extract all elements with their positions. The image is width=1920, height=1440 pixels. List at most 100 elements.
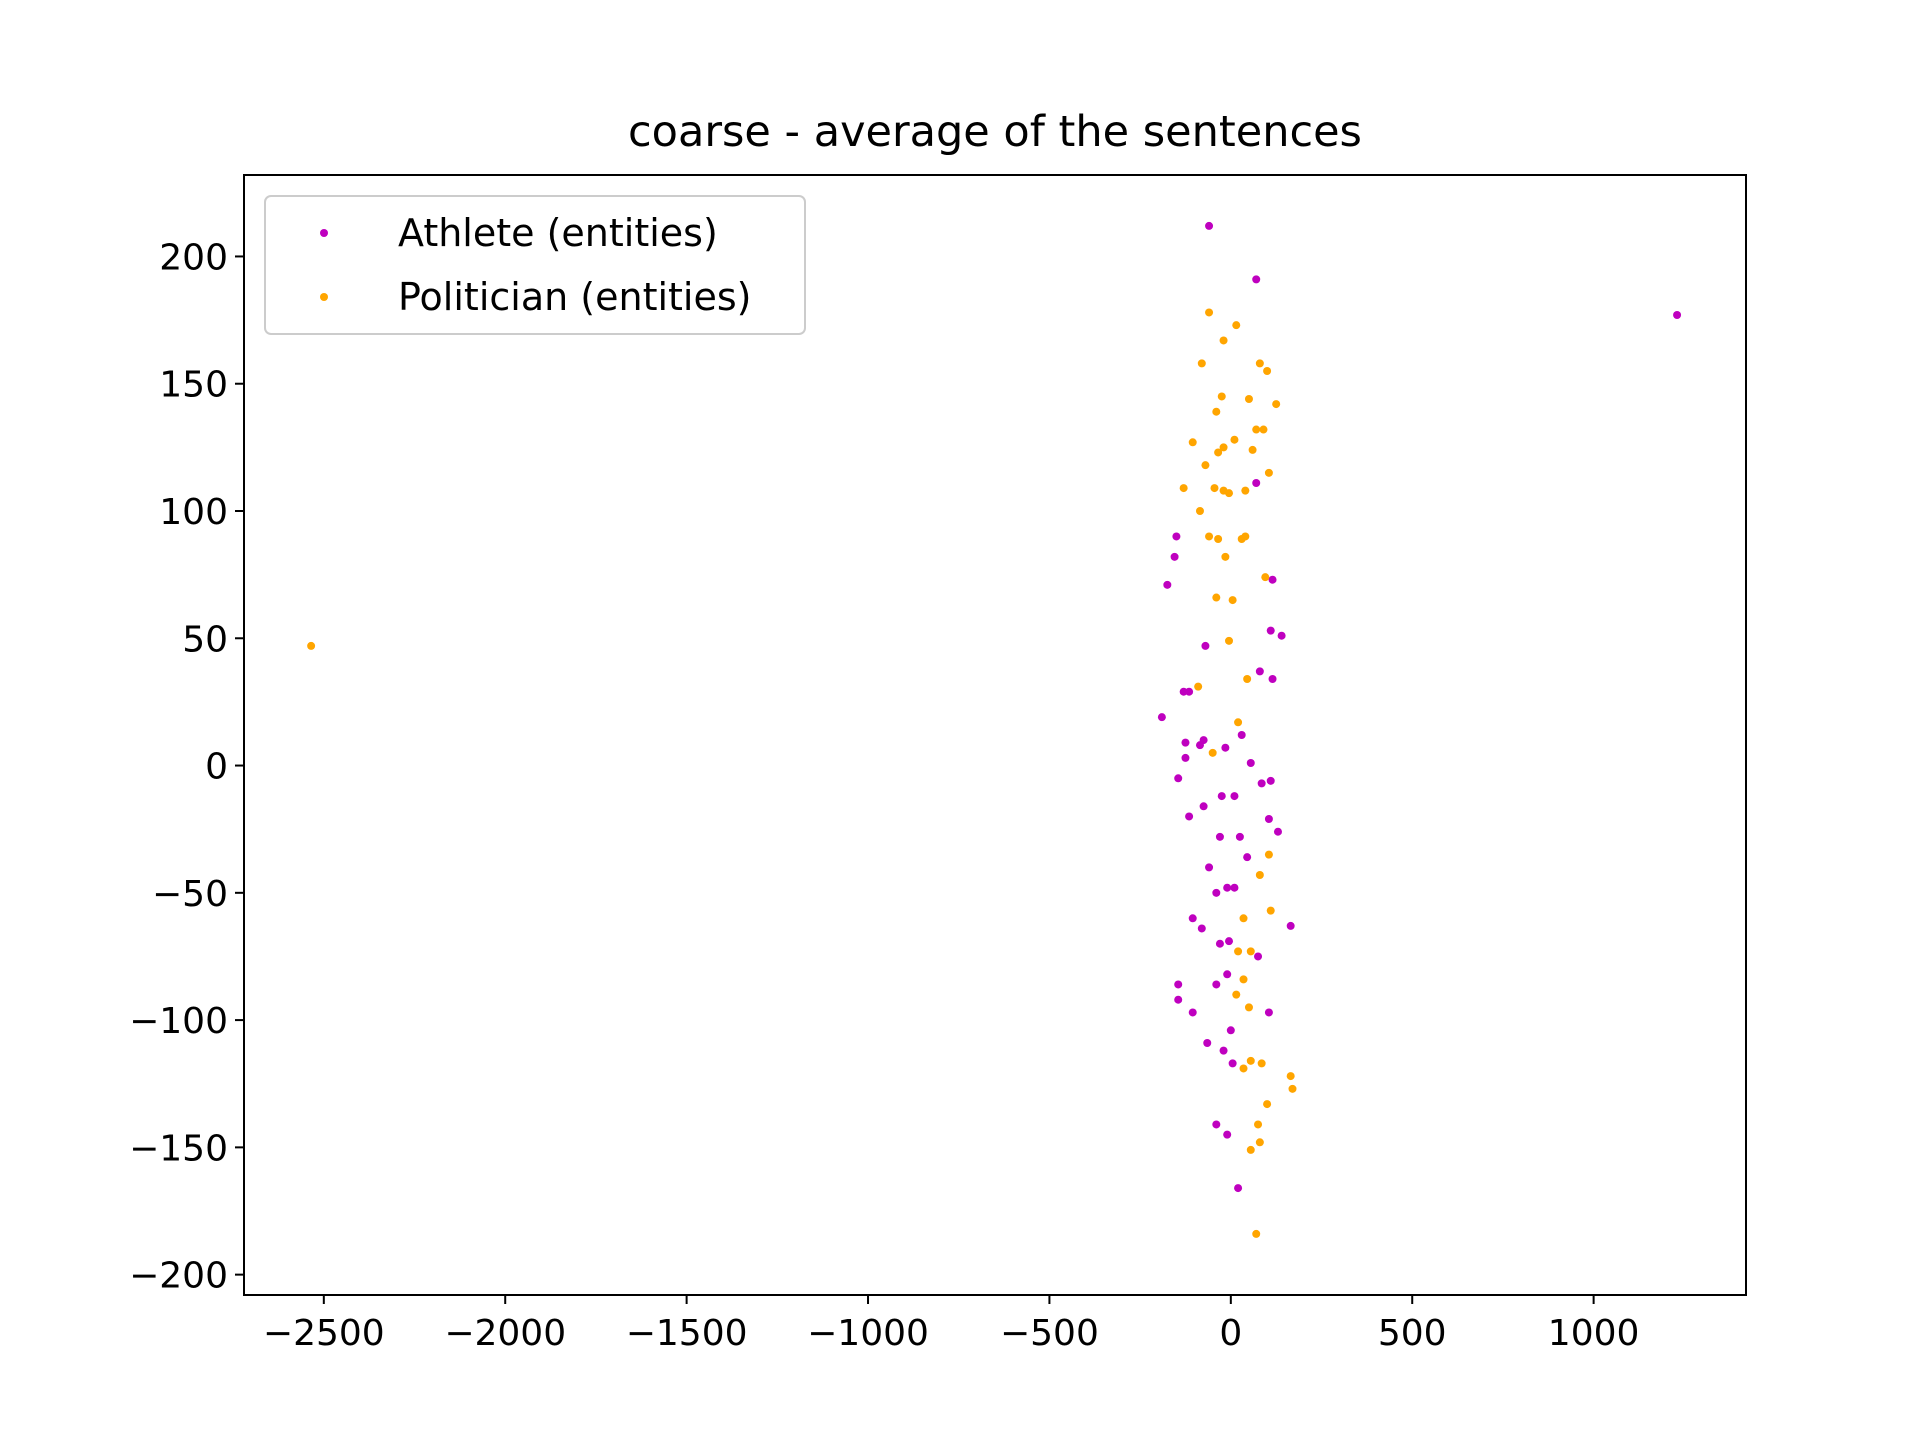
legend-athlete-label: Athlete (entities) bbox=[398, 211, 718, 255]
athlete-point bbox=[1254, 952, 1263, 961]
politician-point bbox=[1225, 636, 1234, 645]
athlete-point bbox=[1230, 792, 1239, 801]
y-tick-label: 100 bbox=[159, 492, 228, 533]
politician-point bbox=[1255, 359, 1264, 368]
athlete-point bbox=[1185, 687, 1194, 696]
politician-point bbox=[1263, 1100, 1272, 1109]
athlete-point bbox=[1252, 479, 1261, 487]
politician-point bbox=[1212, 593, 1221, 602]
athlete-point bbox=[1226, 1026, 1235, 1035]
politician-point bbox=[1246, 1056, 1255, 1065]
politician-point bbox=[1239, 975, 1248, 984]
politician-point bbox=[1241, 486, 1250, 495]
x-tick-label: 500 bbox=[1378, 1313, 1447, 1354]
politician-point bbox=[1264, 468, 1273, 477]
athlete-point bbox=[1195, 741, 1204, 750]
athlete-point bbox=[1223, 970, 1232, 979]
y-tick-label: 50 bbox=[182, 619, 228, 660]
athlete-point bbox=[1257, 779, 1266, 788]
politician-point bbox=[1217, 392, 1226, 401]
athlete-point bbox=[1246, 759, 1255, 767]
athlete-point bbox=[1268, 675, 1277, 683]
politician-point bbox=[1208, 748, 1217, 757]
athlete-point bbox=[1228, 1059, 1237, 1068]
athlete-point bbox=[1197, 924, 1206, 933]
athlete-point bbox=[1212, 888, 1221, 897]
athlete-point bbox=[1673, 311, 1682, 319]
athlete-point bbox=[1181, 738, 1190, 747]
politician-point bbox=[1234, 718, 1243, 727]
politician-point bbox=[1259, 425, 1268, 434]
politician-point bbox=[1244, 1003, 1253, 1012]
athlete-point bbox=[1237, 731, 1246, 739]
politician-point bbox=[1244, 395, 1253, 403]
politician-point bbox=[1225, 489, 1234, 498]
politician-point bbox=[1239, 1064, 1248, 1073]
politician-point bbox=[1205, 308, 1214, 317]
y-tick-label: −150 bbox=[129, 1128, 228, 1169]
athlete-point bbox=[1181, 753, 1190, 762]
athlete-point bbox=[1188, 914, 1197, 923]
politician-point bbox=[1261, 573, 1270, 582]
athlete-point bbox=[1268, 575, 1277, 584]
y-axis: −200 −150 −100 −50 0 50 100 150 200 bbox=[129, 237, 244, 1297]
politician-point bbox=[1228, 596, 1237, 605]
y-tick-label: −200 bbox=[129, 1256, 228, 1297]
data-points bbox=[307, 221, 1682, 1238]
politician-point bbox=[1234, 947, 1243, 956]
politician-point bbox=[1239, 914, 1248, 923]
politician-point bbox=[1214, 535, 1223, 543]
athlete-point bbox=[1230, 883, 1239, 892]
x-tick-label: −1500 bbox=[626, 1313, 748, 1354]
politician-point bbox=[1205, 532, 1214, 541]
x-tick-label: −1000 bbox=[807, 1313, 929, 1354]
y-tick-label: 150 bbox=[159, 365, 228, 406]
x-axis: −2500 −2000 −1500 −1000 −500 0 500 1000 bbox=[263, 1295, 1640, 1354]
politician-point bbox=[1195, 507, 1204, 515]
athlete-point bbox=[1252, 275, 1261, 284]
politician-point bbox=[1232, 990, 1241, 999]
politician-point bbox=[1263, 367, 1272, 375]
athlete-point bbox=[1157, 713, 1166, 722]
politician-point bbox=[1252, 1229, 1261, 1238]
athlete-point bbox=[1188, 1008, 1197, 1017]
athlete-point bbox=[1205, 221, 1214, 230]
athlete-point bbox=[1185, 812, 1194, 821]
politician-point bbox=[1179, 484, 1188, 493]
athlete-point bbox=[1264, 1008, 1273, 1017]
politician-point bbox=[1286, 1072, 1295, 1081]
y-tick-label: −100 bbox=[129, 1001, 228, 1042]
legend-politician-label: Politician (entities) bbox=[398, 275, 752, 319]
plot-frame bbox=[243, 174, 1747, 1296]
athlete-point bbox=[1223, 883, 1232, 892]
x-tick-label: 1000 bbox=[1548, 1313, 1640, 1354]
athlete-point bbox=[1172, 532, 1181, 541]
athlete-point bbox=[1163, 580, 1172, 589]
athlete-point bbox=[1174, 995, 1183, 1004]
athlete-point bbox=[1201, 641, 1210, 650]
athlete-point bbox=[1219, 1046, 1228, 1055]
politician-point bbox=[1272, 400, 1281, 409]
x-tick-label: −2000 bbox=[444, 1313, 566, 1354]
politician-point bbox=[1246, 947, 1255, 956]
politician-point bbox=[1230, 435, 1239, 444]
politician-point bbox=[1197, 359, 1206, 368]
politician-point bbox=[1243, 675, 1252, 683]
politician-point bbox=[1248, 445, 1257, 454]
politician-point bbox=[1266, 906, 1275, 915]
politician-point bbox=[1221, 552, 1230, 561]
politician-point bbox=[1288, 1084, 1297, 1093]
athlete-point bbox=[1286, 921, 1295, 930]
politician-point bbox=[1232, 321, 1241, 330]
politician-point bbox=[1264, 850, 1273, 859]
y-tick-label: −50 bbox=[152, 874, 228, 915]
athlete-point bbox=[1174, 774, 1183, 783]
athlete-point bbox=[1273, 827, 1282, 836]
politician-point bbox=[1257, 1059, 1266, 1068]
politician-point bbox=[1254, 1120, 1263, 1129]
politician-point bbox=[1212, 407, 1221, 416]
chart-title: coarse - average of the sentences bbox=[628, 107, 1362, 157]
legend-athlete-marker bbox=[320, 229, 328, 237]
athlete-point bbox=[1170, 552, 1179, 561]
